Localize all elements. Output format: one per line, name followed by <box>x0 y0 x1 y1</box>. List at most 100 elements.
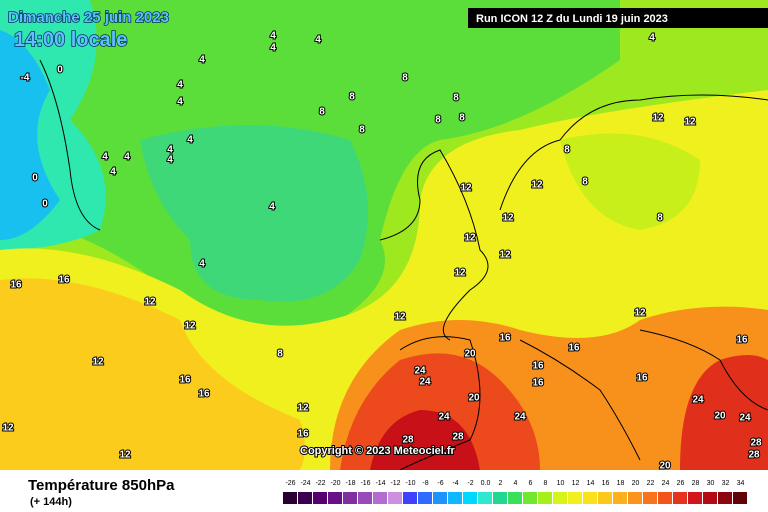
contour-label: 16 <box>58 275 70 286</box>
legend-label: -10 <box>405 480 415 487</box>
legend-label: -26 <box>285 480 295 487</box>
legend-swatch <box>298 492 312 504</box>
zone-gold <box>0 278 305 470</box>
contour-label: 12 <box>119 450 131 461</box>
contour-label: 8 <box>319 107 325 118</box>
legend-label: -6 <box>437 480 443 487</box>
contour-label: 12 <box>144 297 156 308</box>
coastline <box>39 59 101 231</box>
contour-label: 8 <box>582 177 588 188</box>
contour-label: 16 <box>179 375 191 386</box>
contour-label: 8 <box>564 145 570 156</box>
legend-swatch <box>328 492 342 504</box>
legend-label: 26 <box>677 480 685 487</box>
contour-label: 24 <box>438 412 450 423</box>
date: Dimanche 25 juin 2023 <box>8 9 169 26</box>
run-info: Run ICON 12 Z du Lundi 19 juin 2023 <box>476 13 668 25</box>
contour-label: 16 <box>532 361 544 372</box>
contour-label: 4 <box>187 135 193 146</box>
legend-label: -2 <box>467 480 473 487</box>
legend-label: -22 <box>315 480 325 487</box>
legend-swatch <box>448 492 462 504</box>
legend-swatch <box>553 492 567 504</box>
legend-label: 16 <box>602 480 610 487</box>
legend-swatch <box>658 492 672 504</box>
contour-label: 12 <box>297 403 309 414</box>
coastline <box>399 336 481 471</box>
legend-label: 18 <box>617 480 625 487</box>
legend-label: 4 <box>514 480 518 487</box>
contour-label: 16 <box>499 333 511 344</box>
legend-swatch <box>733 492 747 504</box>
contour-label: 16 <box>568 343 580 354</box>
contour-label: 12 <box>634 308 646 319</box>
legend-swatch <box>538 492 552 504</box>
coastline <box>499 94 768 211</box>
zone-hot-core <box>370 410 480 470</box>
contour-label: 24 <box>419 377 431 388</box>
contour-label: 24 <box>739 413 751 424</box>
legend-label: 24 <box>662 480 670 487</box>
legend-swatch <box>568 492 582 504</box>
contour-label: 12 <box>184 321 196 332</box>
contour-label: 20 <box>659 461 671 472</box>
legend-label: 14 <box>587 480 595 487</box>
legend-swatch <box>673 492 687 504</box>
legend-label: 30 <box>707 480 715 487</box>
zone-yellow-green <box>560 133 700 230</box>
legend-swatch <box>493 492 507 504</box>
contour-label: 0 <box>57 65 63 76</box>
contour-label: 4 <box>102 152 108 163</box>
legend-swatch <box>283 492 297 504</box>
contour-label: 28 <box>452 432 464 443</box>
contour-label: 12 <box>531 180 543 191</box>
legend-label: -18 <box>345 480 355 487</box>
footer-lead: (+ 144h) <box>30 496 72 508</box>
coastline <box>639 329 768 411</box>
coastline <box>379 149 489 341</box>
legend-swatch <box>313 492 327 504</box>
contour-label: 0 <box>32 173 38 184</box>
legend-swatch <box>583 492 597 504</box>
contour-label: 20 <box>468 393 480 404</box>
run-box <box>468 8 768 28</box>
legend-swatch <box>703 492 717 504</box>
contour-label: 12 <box>454 268 466 279</box>
legend-swatch <box>373 492 387 504</box>
legend-swatch <box>508 492 522 504</box>
legend-swatch <box>643 492 657 504</box>
contour-label: 12 <box>92 357 104 368</box>
legend-swatch <box>523 492 537 504</box>
contour-label: 8 <box>359 125 365 136</box>
legend-label: 10 <box>557 480 565 487</box>
legend-swatch <box>418 492 432 504</box>
contour-label: 4 <box>199 259 205 270</box>
contour-label: 12 <box>652 113 664 124</box>
contour-label: 4 <box>649 33 655 44</box>
legend-label: -12 <box>390 480 400 487</box>
legend-label: 12 <box>572 480 580 487</box>
legend-label: 28 <box>692 480 700 487</box>
legend-swatch <box>463 492 477 504</box>
contour-label: 4 <box>167 155 173 166</box>
contour-label: 12 <box>464 233 476 244</box>
contour-label: 4 <box>269 202 275 213</box>
legend-label: 34 <box>737 480 745 487</box>
zone-blue <box>0 30 60 240</box>
contour-label: 12 <box>684 117 696 128</box>
legend-label: 2 <box>499 480 503 487</box>
contour-label: 16 <box>636 373 648 384</box>
legend-label: 32 <box>722 480 730 487</box>
legend-label: -20 <box>330 480 340 487</box>
legend-label: 0.0 <box>481 480 491 487</box>
contour-label: 16 <box>297 429 309 440</box>
contour-label: 20 <box>464 349 476 360</box>
local-time: 14:00 locale <box>14 29 127 51</box>
contour-label: 12 <box>394 312 406 323</box>
contour-label: 24 <box>692 395 704 406</box>
contour-label: 16 <box>736 335 748 346</box>
color-legend: -26 -24 -22 -20 -18 -16 -14 -12 -10 -8 -6 -4 -2 0.0 2 4… <box>283 480 747 504</box>
contour-label: 0 <box>42 199 48 210</box>
legend-label: -14 <box>375 480 385 487</box>
